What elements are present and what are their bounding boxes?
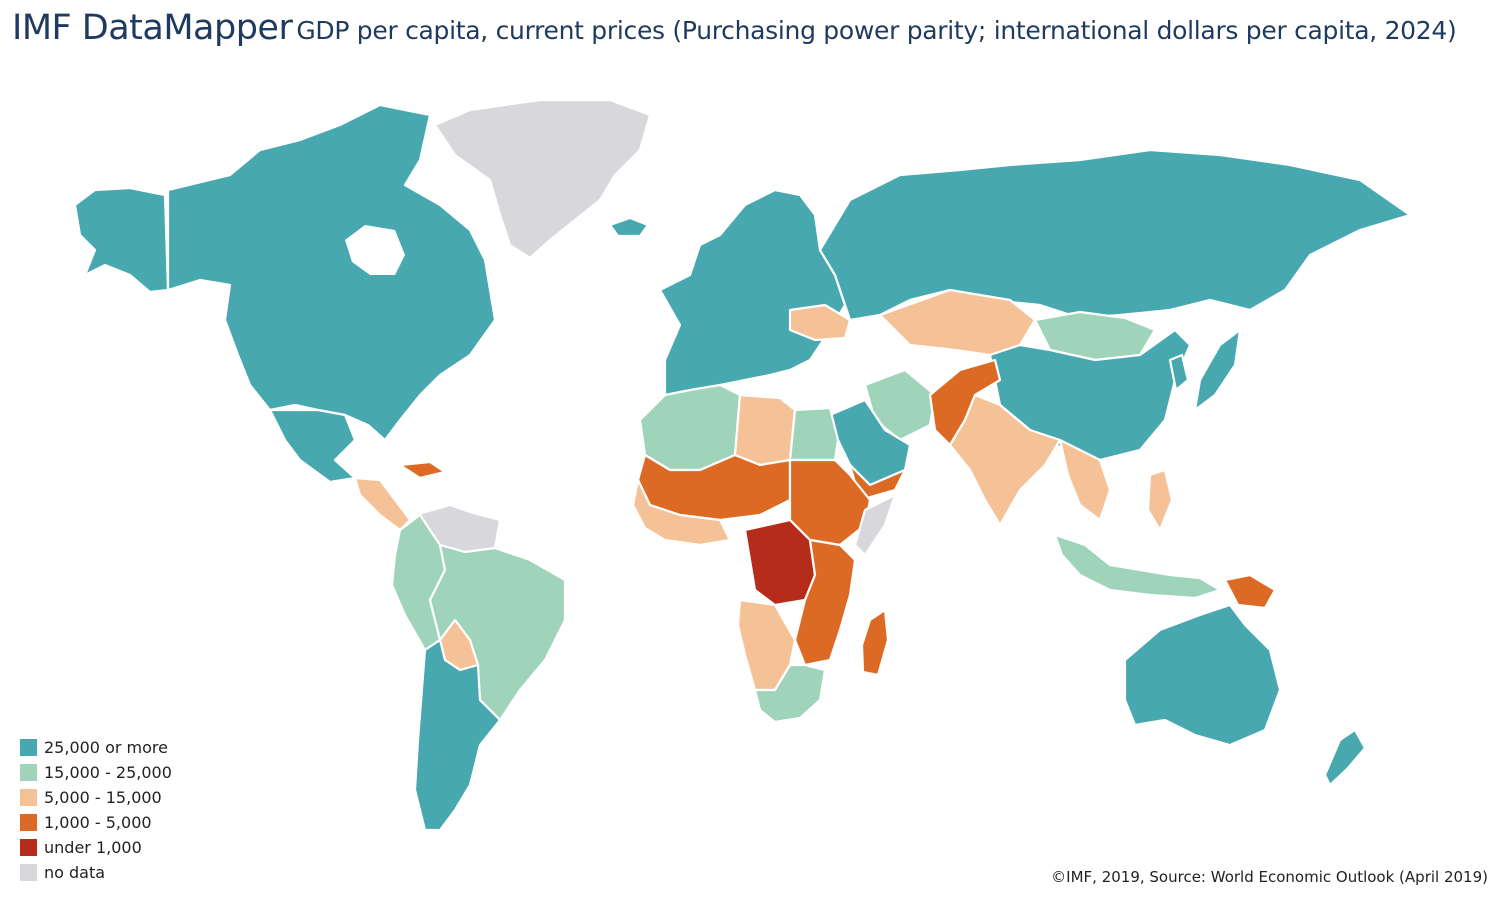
region-korea[interactable] [1168,353,1190,392]
region-sudan-ethiopia[interactable] [788,458,872,547]
region-ukraine[interactable] [788,303,852,342]
brand-title: IMF DataMapper [12,8,293,48]
legend-item-no-data[interactable]: no data [20,860,172,885]
legend-label: 1,000 - 5,000 [44,813,152,832]
legend: 25,000 or more 15,000 - 25,000 5,000 - 1… [20,735,172,885]
region-western-europe[interactable] [658,188,847,402]
legend-label: 5,000 - 15,000 [44,788,162,807]
region-australia[interactable] [1123,603,1282,747]
legend-swatch [20,789,37,806]
source-credit: ©IMF, 2019, Source: World Economic Outlo… [1051,868,1488,886]
legend-label: under 1,000 [44,838,142,857]
region-somalia[interactable] [853,493,897,557]
region-north-africa-maghreb[interactable] [638,383,742,472]
region-botswana-south-africa[interactable] [753,663,827,724]
legend-item-1000-5000[interactable]: 1,000 - 5,000 [20,810,172,835]
region-russia[interactable] [818,148,1412,322]
legend-item-15000-25000[interactable]: 15,000 - 25,000 [20,760,172,785]
legend-item-under-1000[interactable]: under 1,000 [20,835,172,860]
region-north-america-canada-usa[interactable] [166,103,497,442]
legend-swatch [20,814,37,831]
region-new-zealand[interactable] [1323,728,1367,787]
region-brazil[interactable] [428,543,567,722]
hudson-bay [345,225,405,275]
region-east-africa[interactable] [793,538,857,667]
region-libya[interactable] [733,393,797,467]
world-map[interactable] [0,60,1500,850]
header: IMF DataMapper GDP per capita, current p… [12,8,1490,48]
legend-label: 15,000 - 25,000 [44,763,172,782]
legend-swatch [20,864,37,881]
region-iceland[interactable] [608,216,650,238]
region-southern-cone[interactable] [413,638,502,832]
legend-label: 25,000 or more [44,738,168,757]
region-southeast-asia[interactable] [1058,438,1112,522]
region-alaska[interactable] [73,186,170,294]
region-egypt[interactable] [788,406,840,462]
region-japan[interactable] [1193,328,1242,412]
region-indonesia[interactable] [1053,533,1222,600]
region-caribbean[interactable] [398,460,447,480]
legend-item-25000-or-more[interactable]: 25,000 or more [20,735,172,760]
legend-swatch [20,839,37,856]
legend-label: no data [44,863,106,882]
legend-item-5000-15000[interactable]: 5,000 - 15,000 [20,785,172,810]
region-central-america[interactable] [353,476,412,532]
region-mexico[interactable] [268,408,357,484]
region-philippines[interactable] [1146,468,1174,532]
region-papua-new-guinea[interactable] [1223,573,1277,610]
region-india[interactable] [948,393,1062,527]
region-madagascar[interactable] [860,608,890,677]
region-greenland[interactable] [433,98,652,260]
map-subtitle: GDP per capita, current prices (Purchasi… [296,16,1457,45]
legend-swatch [20,739,37,756]
region-west-africa-coast[interactable] [631,478,732,547]
legend-swatch [20,764,37,781]
